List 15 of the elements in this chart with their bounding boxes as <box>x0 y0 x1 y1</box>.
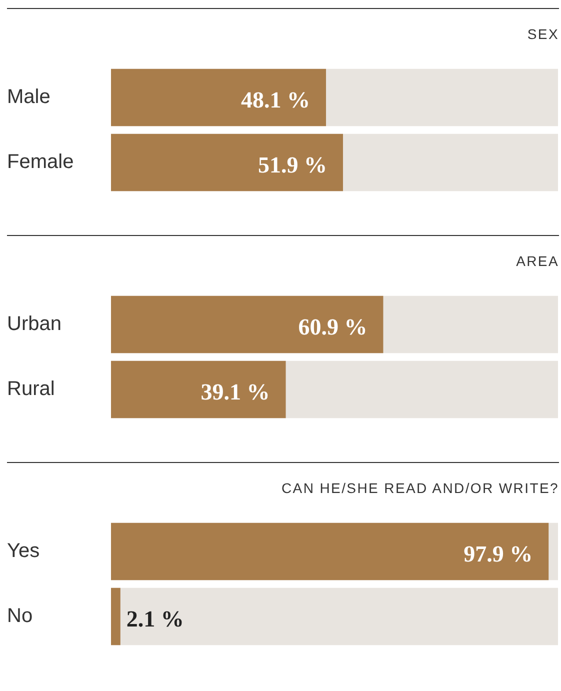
y-tick-label: Female <box>7 151 74 174</box>
chart-title: CAN HE/SHE READ AND/OR WRITE? <box>280 479 559 498</box>
y-tick-label: No <box>7 605 33 628</box>
y-tick-label: Rural <box>7 378 55 400</box>
chart-title: AREA <box>515 252 559 271</box>
y-tick-label: Male <box>7 86 50 108</box>
y-tick-label: Yes <box>7 540 40 562</box>
data-label: 48.1 % <box>241 87 310 112</box>
y-tick-label: Urban <box>7 313 62 336</box>
data-label: 51.9 % <box>258 152 327 178</box>
data-label: 97.9 % <box>464 541 533 566</box>
data-label: 60.9 % <box>298 314 368 340</box>
data-label: 39.1 % <box>200 379 270 404</box>
chart-title: SEX <box>526 25 559 44</box>
data-label: 2.1 % <box>126 606 184 632</box>
